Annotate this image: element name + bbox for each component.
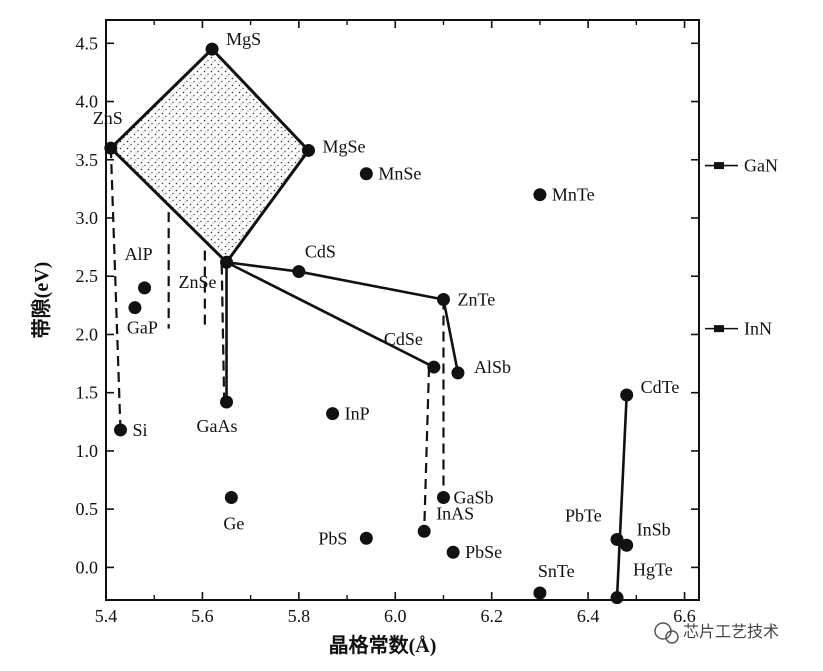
data-point-si [113, 423, 127, 437]
data-point-mnse [359, 167, 373, 181]
y-tick-label: 0.5 [76, 499, 99, 519]
point-label-alp: AlP [125, 244, 153, 264]
data-point-pbte [610, 532, 624, 546]
side-label-inn: InN [744, 319, 772, 339]
data-point-alp [138, 281, 152, 295]
point-label-alsb: AlSb [474, 357, 511, 377]
side-label-gan: GaN [744, 156, 778, 176]
x-tick-label: 6.4 [577, 606, 600, 626]
data-point-mgs [205, 42, 219, 56]
point-label-si: Si [132, 420, 147, 440]
lines-layer [109, 148, 628, 598]
data-point-pbs [359, 531, 373, 545]
side-marker-arrow [714, 162, 724, 170]
point-label-pbse: PbSe [465, 542, 502, 562]
y-tick-label: 2.0 [76, 324, 99, 344]
data-point-znte [436, 293, 450, 307]
data-point-inas [417, 524, 431, 538]
data-point-ge [224, 491, 238, 505]
data-point-cdte [620, 388, 634, 402]
point-label-insb: InSb [637, 519, 671, 539]
data-point-inp [326, 407, 340, 421]
x-tick-label: 5.4 [95, 606, 118, 626]
axes-layer: 5.4 5.6 5.8 6.0 6.2 6.4 6.6 0.0 0.5 1.0 1.5 2.0 2.5 3… [29, 19, 700, 657]
point-label-mgs: MgS [226, 29, 261, 49]
watermark-text: 芯片工艺技术 [683, 622, 779, 641]
data-point-snte [533, 586, 547, 600]
point-label-gap: GaP [127, 318, 158, 338]
y-tick-label: 1.0 [76, 441, 99, 461]
y-tick-label: 2.5 [76, 266, 99, 286]
y-tick-label: 0.0 [76, 557, 99, 577]
x-tick-label: 5.6 [191, 606, 214, 626]
data-point-mnte [533, 188, 547, 202]
data-point-pbse [446, 545, 460, 559]
connector-line [615, 394, 628, 598]
data-point-gasb [436, 491, 450, 505]
data-point-gap [128, 301, 142, 315]
plot-frame [105, 19, 700, 601]
data-point-zns [104, 141, 118, 155]
point-label-snte: SnTe [538, 561, 575, 581]
connector-line [225, 261, 435, 369]
point-label-znse: ZnSe [179, 272, 217, 292]
x-tick-label: 6.2 [480, 606, 503, 626]
watermark: 芯片工艺技术 [654, 622, 779, 644]
shaded-region-layer [108, 46, 311, 265]
y-tick-label: 4.5 [76, 33, 99, 53]
x-axis-title: 晶格常数(Å) [329, 633, 437, 657]
point-label-zns: ZnS [93, 108, 123, 128]
y-axis-title: 带隙(eV) [29, 262, 53, 339]
data-point-gaas [220, 395, 234, 409]
y-tick-label: 3.5 [76, 150, 99, 170]
connector-line [442, 299, 460, 374]
connector-line [226, 260, 444, 301]
data-point-insb [620, 538, 634, 552]
point-label-pbte: PbTe [565, 505, 602, 525]
points-layer [104, 42, 634, 605]
dashed-line [109, 148, 122, 430]
point-label-inas: InAS [436, 503, 474, 523]
data-point-mgse [301, 143, 315, 157]
shaded-region [108, 46, 311, 265]
point-label-gasb: GaSb [453, 488, 493, 508]
point-label-cds: CdS [305, 242, 336, 262]
side-marker-arrow [714, 325, 724, 333]
y-tick-label: 4.0 [76, 92, 99, 112]
x-tick-label: 6.0 [384, 606, 407, 626]
point-label-cdse: CdSe [384, 329, 423, 349]
dashed-line [423, 367, 431, 532]
point-label-pbs: PbS [318, 528, 347, 548]
data-point-hgte [610, 591, 624, 605]
data-point-cdse [427, 360, 441, 374]
wechat-logo-icon [654, 622, 679, 644]
point-label-gaas: GaAs [197, 416, 238, 436]
x-tick-label: 6.6 [673, 606, 696, 626]
point-label-mnse: MnSe [378, 164, 421, 184]
point-label-mgse: MgSe [322, 136, 365, 156]
dashed-line [220, 264, 226, 399]
point-label-mnte: MnTe [552, 185, 595, 205]
y-tick-label: 3.0 [76, 208, 99, 228]
point-label-inp: InP [345, 404, 370, 424]
point-label-hgte: HgTe [633, 560, 673, 580]
data-point-alsb [451, 366, 465, 380]
point-label-cdte: CdTe [641, 377, 680, 397]
x-tick-label: 5.8 [288, 606, 311, 626]
y-tick-label: 1.5 [76, 383, 99, 403]
point-label-znte: ZnTe [457, 290, 495, 310]
data-point-znse [220, 255, 234, 269]
point-label-ge: Ge [223, 514, 244, 534]
data-point-cds [292, 265, 306, 279]
labels-layer: MgS ZnS MgSe MnSe MnTe CdS ZnSe AlP GaP ZnTe CdSe A… [93, 29, 680, 581]
side-marker-layer: GaN InN [705, 156, 778, 339]
